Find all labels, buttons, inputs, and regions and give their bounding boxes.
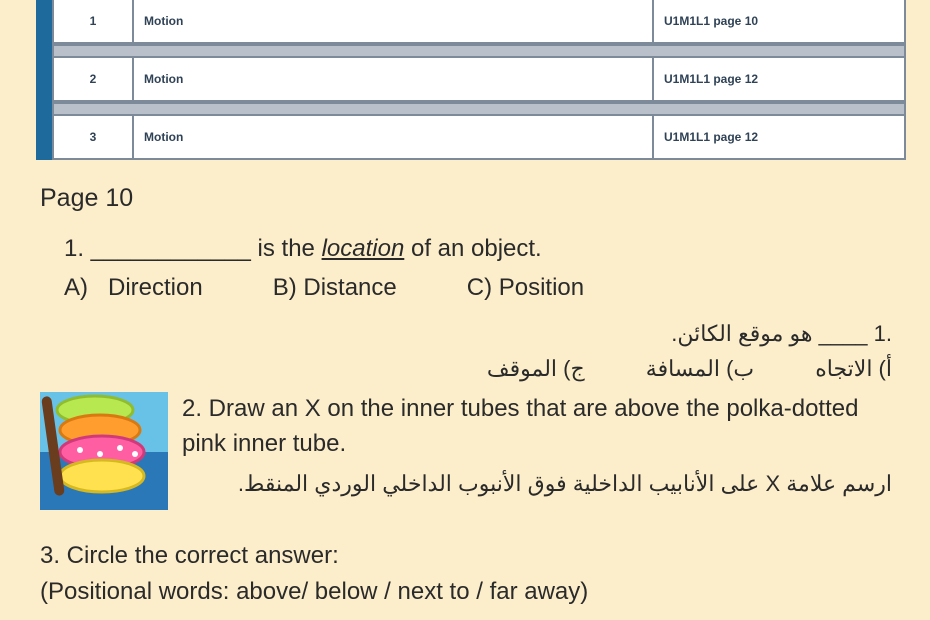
cell-ref: U1M1L1 page 12: [654, 58, 904, 100]
inner-tubes-image: [40, 392, 168, 510]
table-body: 1 Motion U1M1L1 page 10 2 Motion U1M1L1 …: [52, 0, 906, 160]
arabic-q1-line1: .1 ____ هو موقع الكائن.: [40, 316, 892, 351]
question-1-arabic: .1 ____ هو موقع الكائن. أ) الاتجاه ب) ال…: [40, 316, 900, 386]
cell-num: 1: [54, 0, 134, 42]
reference-table: 1 Motion U1M1L1 page 10 2 Motion U1M1L1 …: [36, 0, 906, 160]
cell-ref: U1M1L1 page 10: [654, 0, 904, 42]
question-2: 2. Draw an X on the inner tubes that are…: [40, 392, 900, 510]
q1-underlined: location: [322, 235, 405, 262]
table-blue-bar: [36, 0, 52, 160]
cell-ref: U1M1L1 page 12: [654, 116, 904, 158]
arabic-q1-line2: أ) الاتجاه ب) المسافة ج) الموقف: [40, 351, 892, 386]
cell-name: Motion: [134, 116, 654, 158]
q2-english: 2. Draw an X on the inner tubes that are…: [182, 392, 900, 462]
question-2-text: 2. Draw an X on the inner tubes that are…: [182, 392, 900, 501]
question-3: 3. Circle the correct answer: (Positiona…: [40, 538, 900, 610]
question-1: 1. ____________ is the location of an ob…: [64, 232, 900, 267]
question-1-options: A) Direction B) Distance C) Position: [64, 271, 900, 306]
worksheet-content: Page 10 1. ____________ is the location …: [40, 180, 900, 610]
option-a: A) Direction: [64, 274, 203, 301]
cell-name: Motion: [134, 0, 654, 42]
q3-line1: 3. Circle the correct answer:: [40, 538, 900, 574]
option-b: B) Distance: [273, 274, 397, 301]
q3-line2: (Positional words: above/ below / next t…: [40, 574, 900, 610]
cell-num: 2: [54, 58, 134, 100]
q1-prefix: 1. ____________ is the: [64, 235, 322, 262]
cell-name: Motion: [134, 58, 654, 100]
table-separator: [52, 102, 906, 116]
table-row: 3 Motion U1M1L1 page 12: [52, 116, 906, 160]
cell-num: 3: [54, 116, 134, 158]
page-label: Page 10: [40, 180, 900, 216]
q1-suffix: of an object.: [404, 235, 541, 262]
table-row: 1 Motion U1M1L1 page 10: [52, 0, 906, 44]
table-row: 2 Motion U1M1L1 page 12: [52, 58, 906, 102]
table-separator: [52, 44, 906, 58]
q2-arabic: ارسم علامة X على الأنابيب الداخلية فوق ا…: [182, 466, 900, 501]
option-c: C) Position: [467, 274, 584, 301]
